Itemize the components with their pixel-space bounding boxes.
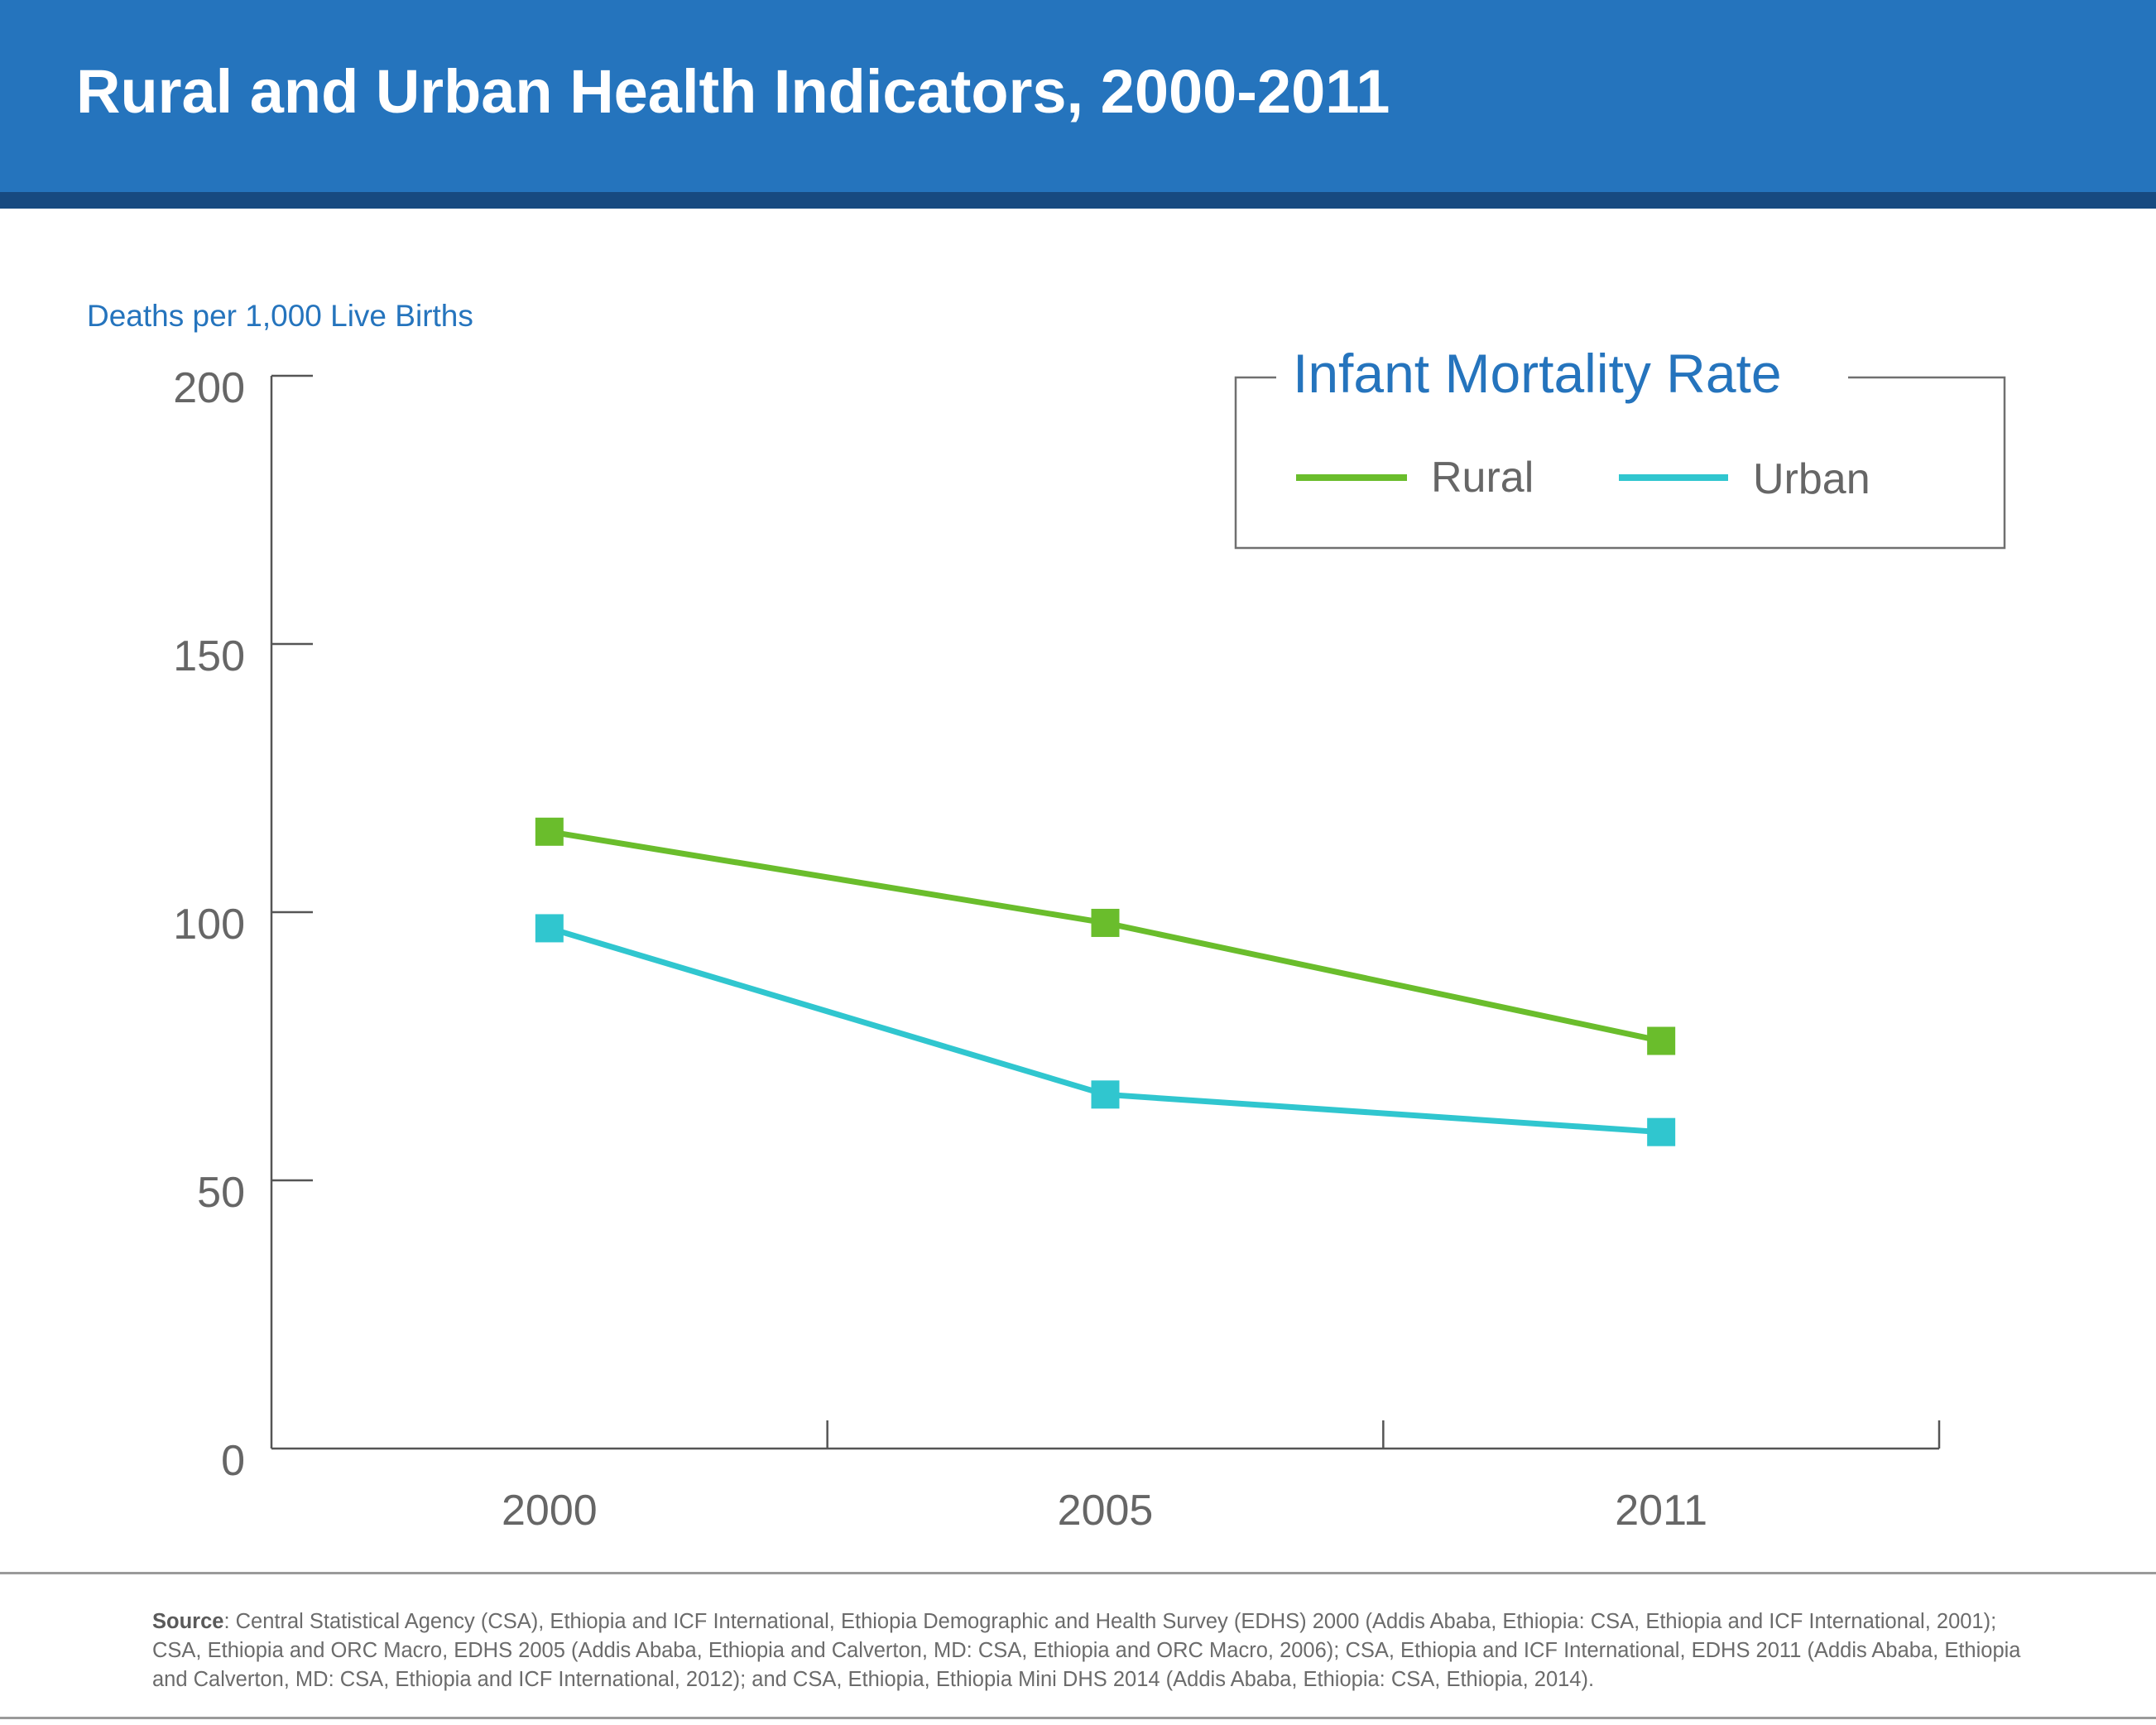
y-tick-label: 200 <box>173 364 245 412</box>
data-point-rural <box>535 817 564 846</box>
footer-divider-bottom <box>0 1717 2156 1719</box>
legend-title: Infant Mortality Rate <box>1293 343 1782 404</box>
y-ticks: 0 50 100 150 200 <box>173 364 313 1485</box>
y-tick-label: 100 <box>173 901 245 949</box>
data-point-rural <box>1091 908 1120 937</box>
page-title: Rural and Urban Health Indicators, 2000-… <box>76 57 1390 126</box>
header-stripe <box>0 192 2156 209</box>
legend-frame <box>1234 376 2006 550</box>
data-point-urban <box>535 914 564 943</box>
source-text: : Central Statistical Agency (CSA), Ethi… <box>152 1610 2021 1691</box>
source-label: Source <box>152 1610 224 1633</box>
data-point-rural <box>1647 1026 1676 1055</box>
x-tick-label: 2000 <box>502 1487 598 1535</box>
chart: Deaths per 1,000 Live Births 0 50 100 150 20… <box>87 299 2006 1535</box>
y-axis-label: Deaths per 1,000 Live Births <box>87 299 473 333</box>
source-note: Source: Central Statistical Agency (CSA)… <box>152 1607 2023 1694</box>
series-group <box>535 817 1676 1146</box>
legend-label-urban: Urban <box>1753 455 1870 503</box>
data-point-urban <box>1647 1117 1676 1146</box>
footer-divider-top <box>0 1572 2156 1574</box>
legend: Infant Mortality Rate Rural Urban <box>1234 343 2006 550</box>
y-tick-label: 0 <box>221 1437 245 1485</box>
y-tick-label: 50 <box>197 1169 245 1217</box>
header-bar: Rural and Urban Health Indicators, 2000-… <box>0 0 2156 192</box>
x-ticks: 2000 2005 2011 <box>502 1420 1941 1535</box>
legend-label-rural: Rural <box>1431 454 1534 502</box>
y-tick-label: 150 <box>173 632 245 680</box>
data-point-urban <box>1091 1080 1120 1109</box>
x-tick-label: 2011 <box>1615 1487 1707 1535</box>
x-tick-label: 2005 <box>1058 1487 1154 1535</box>
